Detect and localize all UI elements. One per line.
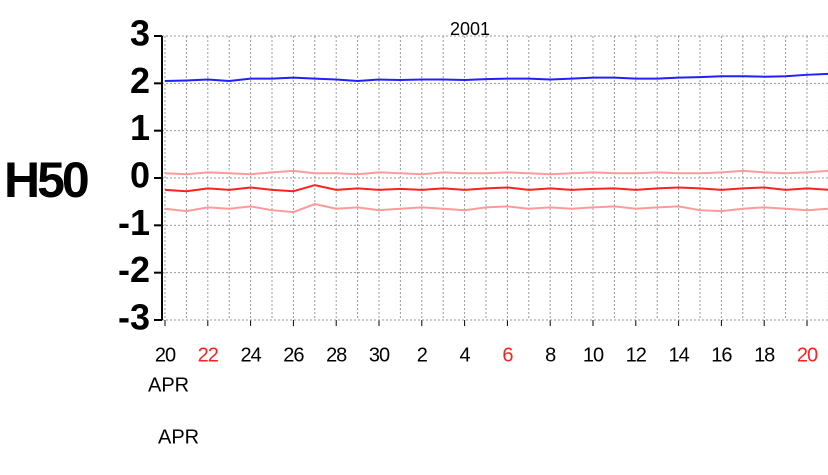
chart-title: 2001 bbox=[450, 19, 490, 39]
x-tick-label: 22 bbox=[198, 344, 219, 366]
x-tick-label: 30 bbox=[369, 344, 390, 366]
x-axis-label: APR bbox=[158, 426, 199, 448]
y-tick-label: -2 bbox=[118, 249, 150, 290]
x-tick-label: 26 bbox=[283, 344, 304, 366]
series-line bbox=[164, 202, 828, 214]
x-axis-label: APR bbox=[148, 374, 189, 396]
x-tick-label: 20 bbox=[155, 344, 176, 366]
x-tick-label: 24 bbox=[240, 344, 261, 366]
x-tick-label: 14 bbox=[668, 344, 689, 366]
series-line bbox=[164, 184, 828, 193]
x-tick-label: 4 bbox=[460, 344, 471, 366]
x-tick-label: 10 bbox=[583, 344, 604, 366]
y-tick-label: -3 bbox=[118, 297, 150, 338]
x-tick-label: 8 bbox=[545, 344, 556, 366]
y-tick-label: 3 bbox=[130, 13, 150, 54]
x-tick-label: 6 bbox=[502, 344, 513, 366]
series-line bbox=[164, 72, 828, 82]
x-tick-label: 20 bbox=[797, 344, 818, 366]
y-tick-label: 2 bbox=[130, 60, 150, 101]
y-tick-label: 1 bbox=[130, 107, 150, 148]
x-tick-label: 12 bbox=[626, 344, 647, 366]
x-tick-label: 28 bbox=[326, 344, 347, 366]
y-tick-label: 0 bbox=[130, 155, 150, 196]
x-tick-label: 18 bbox=[754, 344, 775, 366]
y-tick-label: -1 bbox=[118, 202, 150, 243]
y-axis-label: H50 bbox=[4, 152, 88, 208]
x-tick-label: 16 bbox=[711, 344, 732, 366]
series-line bbox=[164, 169, 828, 176]
x-tick-label: 2 bbox=[417, 344, 428, 366]
